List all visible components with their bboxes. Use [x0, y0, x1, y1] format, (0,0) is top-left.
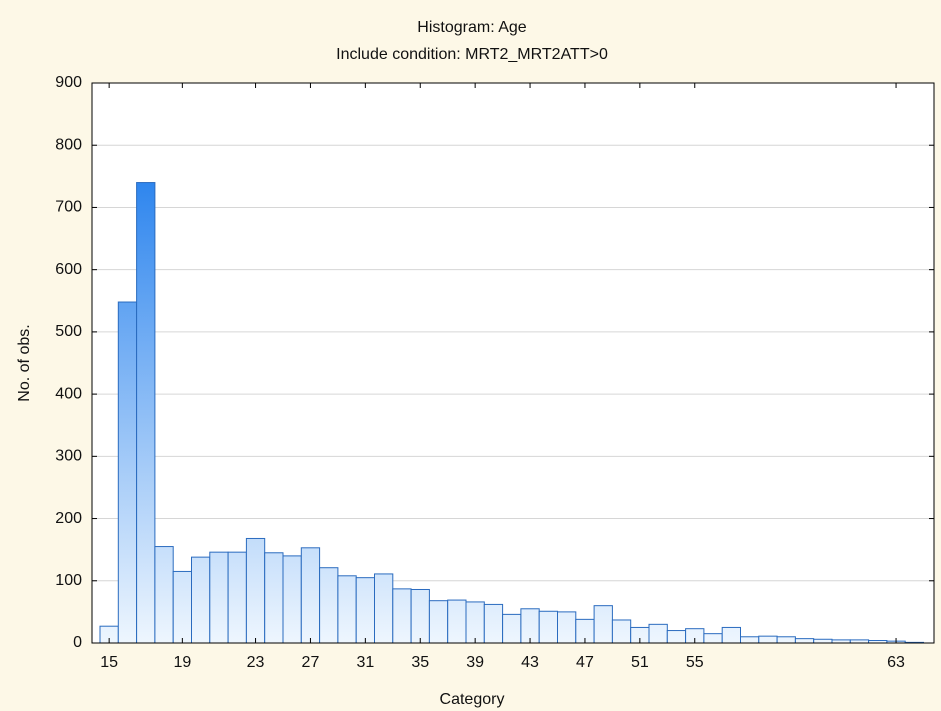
y-axis-label: No. of obs. — [16, 324, 33, 401]
bar — [154, 546, 174, 644]
bar — [117, 301, 138, 644]
y-tick-label: 500 — [55, 323, 82, 340]
bar — [172, 570, 192, 644]
bar — [557, 611, 577, 644]
bar — [447, 599, 467, 644]
x-tick-label: 51 — [631, 654, 649, 671]
y-tick-label: 600 — [55, 261, 82, 278]
bar — [392, 588, 412, 644]
bar — [465, 601, 485, 644]
bar — [355, 577, 376, 644]
chart-subtitle: Include condition: MRT2_MRT2ATT>0 — [336, 46, 608, 63]
x-tick-label: 43 — [521, 654, 539, 671]
bar — [264, 552, 284, 644]
y-tick-label: 0 — [73, 634, 82, 651]
y-tick-label: 800 — [55, 136, 82, 153]
bar — [209, 551, 229, 644]
x-axis-label: Category — [440, 691, 505, 708]
bar — [410, 588, 430, 644]
y-tick-label: 900 — [55, 74, 82, 91]
bar — [245, 537, 266, 644]
bar — [611, 619, 632, 644]
y-tick-label: 200 — [55, 510, 82, 527]
x-tick-label: 31 — [356, 654, 374, 671]
x-tick-label: 63 — [887, 654, 905, 671]
bar — [374, 573, 394, 644]
x-tick-label: 15 — [100, 654, 118, 671]
bar — [337, 575, 357, 644]
plot-area — [92, 83, 934, 643]
bar — [648, 623, 668, 644]
bar — [794, 638, 815, 644]
y-tick-label: 400 — [55, 385, 82, 402]
y-tick-label: 700 — [55, 199, 82, 216]
bar — [502, 613, 522, 644]
bar — [740, 636, 760, 644]
bar — [538, 610, 559, 644]
x-tick-label: 35 — [411, 654, 429, 671]
x-tick-label: 55 — [686, 654, 704, 671]
bar — [428, 600, 449, 644]
chart-title: Histogram: Age — [417, 19, 526, 36]
bar — [191, 556, 211, 644]
y-tick-label: 300 — [55, 448, 82, 465]
bar — [136, 182, 156, 644]
bar — [666, 630, 687, 644]
bar — [520, 608, 540, 644]
bar — [319, 567, 339, 644]
bar — [721, 626, 742, 644]
x-tick-label: 23 — [247, 654, 265, 671]
bar — [776, 636, 796, 644]
y-tick-label: 100 — [55, 572, 82, 589]
x-tick-label: 39 — [466, 654, 484, 671]
bar — [300, 547, 321, 644]
bar — [483, 603, 504, 644]
bar — [593, 605, 613, 644]
bar — [282, 555, 302, 644]
x-tick-label: 27 — [302, 654, 320, 671]
bar — [758, 635, 778, 644]
x-tick-label: 19 — [173, 654, 191, 671]
bar — [703, 633, 723, 644]
bar — [227, 551, 247, 644]
plot-frame — [91, 82, 935, 644]
x-tick-label: 47 — [576, 654, 594, 671]
bar — [813, 638, 833, 644]
